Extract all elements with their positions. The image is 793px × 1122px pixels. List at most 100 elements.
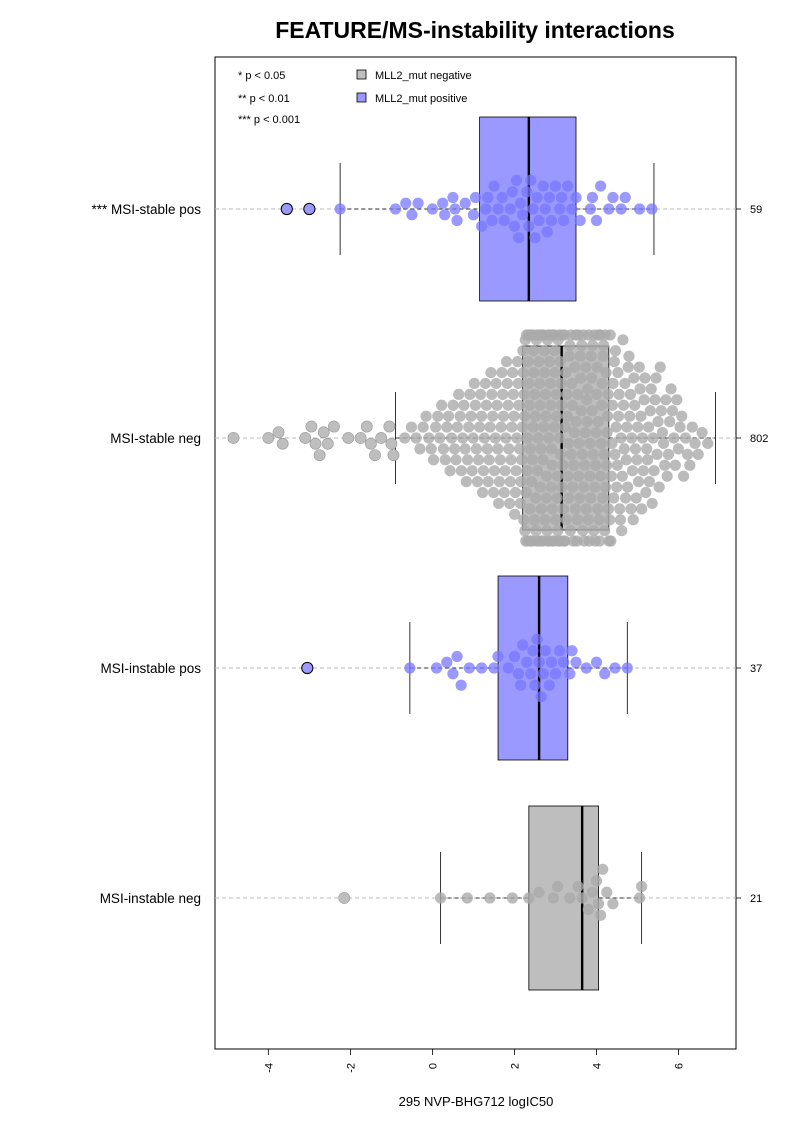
data-point xyxy=(608,492,620,504)
data-point xyxy=(535,443,547,455)
data-point xyxy=(548,421,561,433)
data-point xyxy=(436,399,448,411)
data-point xyxy=(539,203,551,215)
data-point xyxy=(621,421,633,433)
data-point xyxy=(537,668,549,680)
data-point xyxy=(508,410,520,422)
data-point xyxy=(527,345,540,357)
data-point xyxy=(593,514,605,526)
data-point xyxy=(512,232,525,244)
data-point xyxy=(502,399,514,411)
data-point xyxy=(563,492,575,504)
data-point xyxy=(545,443,558,455)
x-tick-label: 4 xyxy=(592,1063,604,1069)
data-point xyxy=(529,492,542,504)
data-point xyxy=(455,679,467,691)
outlier-point xyxy=(303,202,316,216)
data-point xyxy=(666,405,679,417)
data-point xyxy=(482,476,494,488)
data-point xyxy=(469,399,482,411)
count-label: 37 xyxy=(750,663,762,675)
data-point xyxy=(525,668,537,680)
data-point xyxy=(574,350,586,362)
outlier-point xyxy=(299,432,312,444)
data-point xyxy=(585,492,597,504)
data-point xyxy=(588,525,600,537)
data-point xyxy=(484,421,496,433)
data-point xyxy=(596,377,608,390)
data-point xyxy=(553,432,565,444)
data-point xyxy=(515,679,527,691)
data-point xyxy=(457,432,469,444)
data-point xyxy=(517,345,529,357)
data-point xyxy=(608,356,620,368)
data-point xyxy=(584,203,596,215)
data-point xyxy=(437,197,449,209)
data-point xyxy=(633,361,645,373)
data-point xyxy=(549,180,562,192)
data-point xyxy=(546,503,559,515)
data-point xyxy=(460,476,472,488)
outlier-point xyxy=(364,437,377,450)
data-point xyxy=(633,892,646,904)
data-point xyxy=(476,662,488,674)
outlier-point xyxy=(360,420,373,433)
data-point xyxy=(692,448,704,460)
data-point xyxy=(591,388,603,400)
data-point xyxy=(517,366,529,379)
data-point xyxy=(621,662,633,674)
data-point xyxy=(669,459,681,471)
data-point xyxy=(614,514,627,526)
data-point xyxy=(659,459,671,471)
data-point xyxy=(662,448,675,460)
count-label: 21 xyxy=(750,893,762,905)
data-point xyxy=(568,459,580,471)
data-point xyxy=(441,656,453,668)
data-point xyxy=(480,203,492,215)
data-point xyxy=(656,426,669,439)
data-point xyxy=(609,448,621,460)
category-label: MSI-stable neg xyxy=(110,431,201,446)
data-point xyxy=(571,514,583,526)
data-point xyxy=(619,377,631,390)
data-point xyxy=(597,492,609,504)
data-point xyxy=(488,662,500,674)
data-point xyxy=(660,394,672,406)
data-point xyxy=(591,361,603,373)
outlier-point xyxy=(321,437,334,450)
chart-title: FEATURE/MS-instability interactions xyxy=(275,17,675,43)
sig-legend-3: *** p < 0.001 xyxy=(238,114,300,126)
data-point xyxy=(446,432,458,444)
data-point xyxy=(557,503,569,515)
data-point xyxy=(614,503,626,515)
data-point xyxy=(509,486,522,499)
data-point xyxy=(646,497,658,510)
category-label: MSI-instable pos xyxy=(100,661,201,676)
data-point xyxy=(482,191,494,204)
data-point xyxy=(441,421,453,433)
data-point xyxy=(537,454,549,466)
data-point xyxy=(525,476,538,488)
data-point xyxy=(389,203,402,215)
data-point xyxy=(540,492,552,504)
data-point xyxy=(511,356,524,368)
data-point xyxy=(674,421,686,433)
data-point xyxy=(454,410,466,422)
data-point xyxy=(543,432,555,444)
data-point xyxy=(561,410,573,422)
data-point xyxy=(470,443,483,455)
data-point xyxy=(555,377,567,390)
data-point xyxy=(488,180,500,192)
data-point xyxy=(545,399,557,411)
data-point xyxy=(521,656,533,668)
data-point xyxy=(624,388,636,400)
data-point xyxy=(590,875,603,887)
data-point xyxy=(501,356,513,368)
data-point xyxy=(570,191,582,204)
data-point xyxy=(496,366,508,379)
data-point xyxy=(613,388,625,400)
outlier-point xyxy=(227,432,240,444)
data-point xyxy=(541,226,553,238)
data-point xyxy=(557,459,569,471)
data-point xyxy=(582,903,594,916)
